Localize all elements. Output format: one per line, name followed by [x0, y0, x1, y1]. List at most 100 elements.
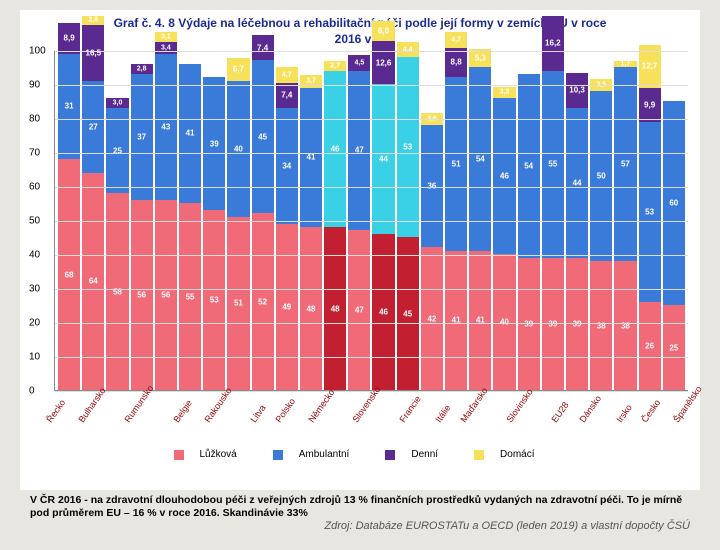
- bar-segment-luzkova: 53: [203, 210, 225, 390]
- segment-value-label: 39: [210, 139, 219, 148]
- bar-segment-luzkova: 41: [445, 251, 467, 390]
- bar-segment-ambulantni: 54: [469, 67, 491, 251]
- bar-segment-ambulantni: 53: [639, 122, 661, 302]
- y-tick-label: 90: [29, 80, 40, 91]
- bar-column: 55 41: [179, 64, 201, 390]
- segment-value-label: 46: [500, 171, 509, 180]
- source-text: Zdroj: Databáze EUROSTATu a OECD (leden …: [0, 520, 690, 532]
- segment-value-label: 50: [597, 172, 606, 181]
- segment-value-label: 40: [234, 144, 243, 153]
- bar-column: 58253,0: [106, 98, 128, 390]
- segment-value-label: 68: [65, 270, 74, 279]
- bar-segment-domaci: 3,2: [493, 87, 515, 98]
- y-tick-label: 60: [29, 182, 40, 193]
- bar-segment-ambulantni: 36: [421, 125, 443, 247]
- plot-area: 68318,9642716,52,658253,056372,856433,43…: [54, 51, 688, 391]
- bar-column: 64 27 16,52,6: [82, 16, 104, 390]
- segment-value-label: 46: [379, 307, 388, 316]
- bar-column: 53 39: [203, 77, 225, 390]
- y-tick-label: 80: [29, 114, 40, 125]
- footnote-text: V ČR 2016 - na zdravotní dlouhodobou péč…: [30, 494, 690, 520]
- bar-segment-ambulantni: 41: [300, 88, 322, 227]
- segment-value-label: 3,2: [500, 89, 510, 96]
- bar-segment-luzkova: 25: [663, 305, 685, 390]
- bar-segment-luzkova: 40: [493, 254, 515, 390]
- bar-column: 38571,7: [614, 61, 636, 390]
- segment-value-label: 56: [137, 290, 146, 299]
- segment-value-label: 7,4: [281, 91, 292, 100]
- segment-value-label: 4,5: [354, 59, 364, 66]
- segment-value-label: 52: [258, 297, 267, 306]
- bar-segment-ambulantni: 27: [82, 81, 104, 173]
- segment-value-label: 8,8: [451, 58, 462, 67]
- segment-value-label: 44: [573, 178, 582, 187]
- segment-value-label: 51: [452, 160, 461, 169]
- segment-value-label: 3,7: [306, 78, 316, 85]
- bar-segment-luzkova: 26: [639, 302, 661, 390]
- bar-column: 395516,2: [542, 16, 564, 391]
- bar-column: 40 46 3,2: [493, 87, 515, 390]
- segment-value-label: 26: [645, 341, 654, 350]
- segment-value-label: 2,7: [330, 63, 340, 70]
- segment-value-label: 3,1: [161, 33, 171, 40]
- bar-segment-luzkova: 51: [227, 217, 249, 390]
- segment-value-label: 56: [161, 290, 170, 299]
- bar-segment-denni: 2,8: [131, 64, 153, 74]
- segment-value-label: 44: [379, 155, 388, 164]
- segment-value-label: 42: [427, 314, 436, 323]
- segment-value-label: 36: [427, 182, 436, 191]
- bar-column: 51 40 6,7: [227, 58, 249, 390]
- legend-swatch: [174, 450, 184, 460]
- bar-segment-ambulantni: 54: [518, 74, 540, 258]
- legend-label: Domácí: [500, 449, 534, 460]
- bar-segment-ambulantni: 46: [493, 98, 515, 254]
- segment-value-label: 51: [234, 299, 243, 308]
- y-tick-label: 100: [29, 46, 46, 57]
- segment-value-label: 54: [524, 161, 533, 170]
- bar-segment-denni: 4,5: [348, 55, 370, 70]
- segment-value-label: 41: [186, 129, 195, 138]
- bar-column: 41545,3: [469, 49, 491, 390]
- bar-segment-ambulantni: 57: [614, 67, 636, 261]
- bar-segment-denni: 16,5: [82, 25, 104, 81]
- bar-segment-ambulantni: 37: [131, 74, 153, 200]
- bar-segment-denni: 9,9: [639, 88, 661, 122]
- segment-value-label: 16,2: [545, 39, 561, 48]
- bar-segment-domaci: 6,7: [227, 58, 249, 81]
- bar-segment-luzkova: 48: [300, 227, 322, 390]
- legend-label: Lůžková: [200, 449, 237, 460]
- segment-value-label: 5,3: [475, 54, 486, 63]
- segment-value-label: 45: [258, 132, 267, 141]
- bar-column: 394410,3: [566, 73, 588, 390]
- segment-value-label: 53: [403, 143, 412, 152]
- gridline: [55, 119, 688, 120]
- segment-value-label: 46: [331, 144, 340, 153]
- segment-value-label: 12,7: [642, 62, 658, 71]
- gridline: [55, 221, 688, 222]
- segment-value-label: 45: [403, 309, 412, 318]
- segment-value-label: 27: [89, 122, 98, 131]
- segment-value-label: 12,6: [376, 58, 392, 67]
- bar-segment-ambulantni: 25: [106, 108, 128, 193]
- bar-segment-luzkova: 68: [58, 159, 80, 390]
- bar-segment-domaci: 4,7: [445, 32, 467, 48]
- gridline: [55, 323, 688, 324]
- bar-column: 47474,5: [348, 55, 370, 390]
- bar-column: 4841 3,7: [300, 75, 322, 390]
- gridline: [55, 153, 688, 154]
- bar-column: 48462,7: [324, 61, 346, 390]
- bar-segment-luzkova: 55: [179, 203, 201, 390]
- bar-segment-ambulantni: 46: [324, 71, 346, 227]
- bar-column: 42363,6: [421, 113, 443, 390]
- y-tick-label: 0: [29, 386, 35, 397]
- bar-segment-luzkova: 56: [155, 200, 177, 390]
- bar-segment-domaci: 1,7: [614, 61, 636, 67]
- bar-segment-ambulantni: 47: [348, 71, 370, 231]
- bar-segment-ambulantni: 53: [397, 57, 419, 237]
- bar-segment-domaci: 2,6: [82, 16, 104, 25]
- gridline: [55, 187, 688, 188]
- bar-segment-ambulantni: 44: [566, 108, 588, 258]
- segment-value-label: 40: [500, 318, 509, 327]
- title-line-1: Graf č. 4. 8 Výdaje na léčebnou a rehabi…: [114, 16, 607, 30]
- segment-value-label: 64: [89, 277, 98, 286]
